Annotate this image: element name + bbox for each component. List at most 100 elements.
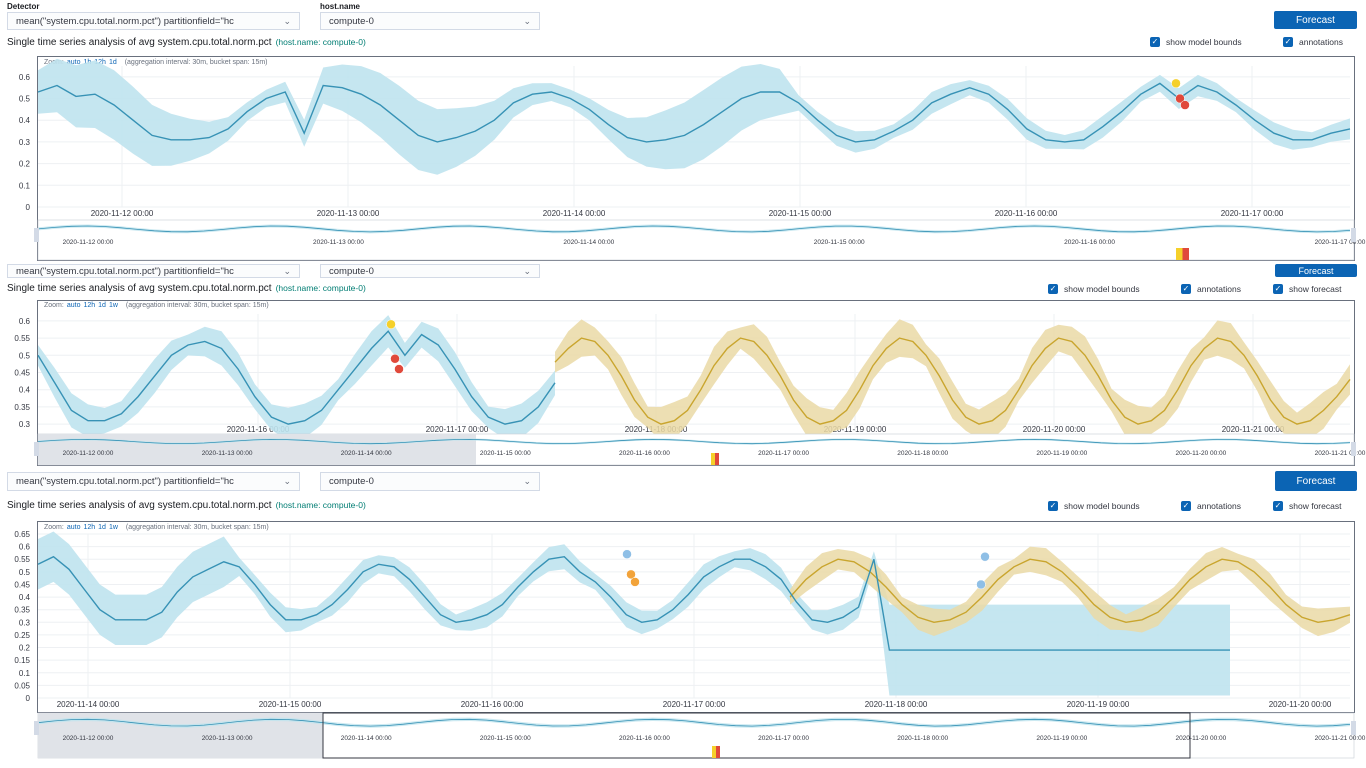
annotations-checkbox[interactable]: ✓ annotations: [1283, 37, 1343, 47]
chevron-down-icon: ⌄: [523, 15, 531, 26]
zoom-info: (aggregation interval: 30m, bucket span:…: [125, 302, 269, 309]
check-icon: ✓: [1283, 37, 1293, 47]
show-model-bounds-checkbox[interactable]: ✓ show model bounds: [1048, 284, 1140, 294]
navigator-handle-right: [1351, 721, 1356, 735]
navigator-bounds: [38, 717, 1350, 728]
y-tick-label: 0.4: [19, 593, 31, 602]
host-tag: (host.name: compute-0): [275, 37, 366, 47]
y-tick-label: 0.35: [14, 606, 30, 615]
anomaly-strip: [712, 746, 716, 758]
navigator-tick-label: 2020-11-18 00:00: [897, 735, 948, 742]
y-tick-label: 0.6: [19, 317, 31, 326]
title-text: Single time series analysis of avg syste…: [7, 37, 272, 48]
zoom-link-auto[interactable]: auto: [66, 59, 81, 66]
x-tick-label: 2020-11-17 00:00: [426, 425, 489, 434]
actual-line: [37, 330, 556, 425]
forecast-button[interactable]: Forecast: [1274, 11, 1357, 29]
chevron-down-icon: ⌄: [523, 265, 531, 276]
y-tick-label: 0.1: [19, 181, 31, 190]
detector-select[interactable]: mean("system.cpu.total.norm.pct") partit…: [7, 472, 300, 491]
zoom-bar: Zoom: auto 12h 1d 1w (aggregation interval: …: [44, 524, 269, 531]
actual-line: [37, 555, 1230, 651]
navigator-tick-label: 2020-11-13 00:00: [313, 239, 364, 246]
y-tick-label: 0.55: [14, 555, 30, 564]
chart-svg[interactable]: 0.6 0.55 0.5 0.45 0.4 0.35 0.3 2020-11-16 00:00…: [0, 300, 1366, 466]
navigator-handle-left: [34, 721, 39, 735]
hostname-select[interactable]: compute-0 ⌄: [320, 472, 540, 491]
navigator-tick-label: 2020-11-18 00:00: [897, 450, 948, 457]
y-tick-label: 0.1: [19, 669, 31, 678]
navigator-tick-label: 2020-11-19 00:00: [1036, 450, 1087, 457]
check-icon: ✓: [1150, 37, 1160, 47]
check-icon: ✓: [1273, 501, 1283, 511]
detector-select-value: mean("system.cpu.total.norm.pct") partit…: [16, 476, 234, 487]
navigator-handle-left: [34, 442, 39, 456]
x-tick-label: 2020-11-13 00:00: [317, 209, 380, 218]
hostname-select[interactable]: compute-0 ⌄: [320, 12, 540, 30]
detector-select[interactable]: mean("system.cpu.total.norm.pct") partit…: [7, 12, 300, 30]
page-title: Single time series analysis of avg syste…: [7, 500, 366, 511]
hostname-select-value: compute-0: [329, 15, 374, 27]
forecast-button[interactable]: Forecast: [1275, 264, 1357, 277]
zoom-link-12h[interactable]: 12h: [83, 524, 96, 531]
chevron-down-icon: ⌄: [283, 15, 291, 26]
page-title: Single time series analysis of avg syste…: [7, 37, 366, 48]
host-tag: (host.name: compute-0): [275, 283, 366, 293]
anomaly-marker: [630, 577, 640, 587]
show-forecast-checkbox[interactable]: ✓ show forecast: [1273, 284, 1341, 294]
zoom-link-auto[interactable]: auto: [66, 302, 81, 309]
show-model-bounds-checkbox[interactable]: ✓ show model bounds: [1048, 501, 1140, 511]
y-tick-label: 0.6: [19, 73, 31, 82]
navigator-tick-label: 2020-11-16 00:00: [619, 735, 670, 742]
anomaly-marker: [390, 353, 400, 364]
anomaly-strip: [1176, 248, 1183, 260]
x-tick-label: 2020-11-19 00:00: [1067, 700, 1130, 709]
forecast-bounds-area: [790, 546, 1350, 637]
navigator-tick-label: 2020-11-21 00:00: [1315, 735, 1366, 742]
zoom-link-1d[interactable]: 1d: [98, 302, 106, 309]
hostname-select-value: compute-0: [329, 476, 374, 487]
navigator-area: [37, 219, 1355, 261]
navigator-tick-label: 2020-11-17 00:00: [758, 450, 809, 457]
annotations-checkbox[interactable]: ✓ annotations: [1181, 284, 1241, 294]
zoom-link-12h[interactable]: 12h: [83, 302, 96, 309]
y-tick-label: 0.3: [19, 618, 31, 627]
x-tick-label: 2020-11-17 00:00: [1221, 209, 1284, 218]
chart-svg[interactable]: 0.65 0.6 0.55 0.5 0.45 0.4 0.35 0.3 0.25 0.2 0.15 0…: [0, 521, 1366, 768]
zoom-link-auto[interactable]: auto: [66, 524, 81, 531]
navigator-tick-label: 2020-11-17 00:00: [1315, 239, 1366, 246]
anomaly-marker: [622, 549, 632, 559]
zoom-link-1d[interactable]: 1d: [98, 524, 106, 531]
navigator-line: [37, 718, 1351, 727]
forecast-line: [789, 558, 1351, 624]
y-tick-label: 0.25: [14, 631, 30, 640]
show-model-bounds-checkbox[interactable]: ✓ show model bounds: [1150, 37, 1242, 47]
y-tick-label: 0.3: [19, 420, 31, 429]
detector-label: Detector: [7, 2, 40, 11]
forecast-button[interactable]: Forecast: [1275, 471, 1357, 491]
y-tick-label: 0.55: [14, 334, 30, 343]
navigator-tick-label: 2020-11-15 00:00: [480, 735, 531, 742]
x-tick-label: 2020-11-14 00:00: [543, 209, 606, 218]
actual-line: [37, 82, 1351, 143]
hostname-select[interactable]: compute-0 ⌄: [320, 264, 540, 278]
navigator-tick-label: 2020-11-20 00:00: [1175, 735, 1226, 742]
x-tick-label: 2020-11-16 00:00: [227, 425, 290, 434]
model-bounds-area: [38, 315, 555, 441]
zoom-link-1d[interactable]: 1d: [108, 59, 117, 66]
chevron-down-icon: ⌄: [283, 265, 291, 276]
anomaly-strip: [711, 453, 715, 465]
show-forecast-checkbox[interactable]: ✓ show forecast: [1273, 501, 1341, 511]
detector-select[interactable]: mean("system.cpu.total.norm.pct") partit…: [7, 264, 300, 278]
navigator-line: [37, 438, 1351, 445]
zoom-link-1w[interactable]: 1w: [108, 302, 118, 309]
checkbox-label: show model bounds: [1064, 501, 1140, 511]
forecast-line: [554, 337, 1351, 425]
zoom-label: Zoom:: [44, 302, 64, 309]
zoom-link-1w[interactable]: 1w: [108, 524, 118, 531]
anomaly-marker: [1175, 93, 1185, 104]
navigator-handle-left: [34, 228, 39, 242]
zoom-link-12h[interactable]: 12h: [94, 59, 106, 66]
annotations-checkbox[interactable]: ✓ annotations: [1181, 501, 1241, 511]
chart-svg[interactable]: 0.6 0.5 0.4 0.3 0.2 0.1 0 2020-11-12 00:00 2020-…: [0, 56, 1366, 261]
